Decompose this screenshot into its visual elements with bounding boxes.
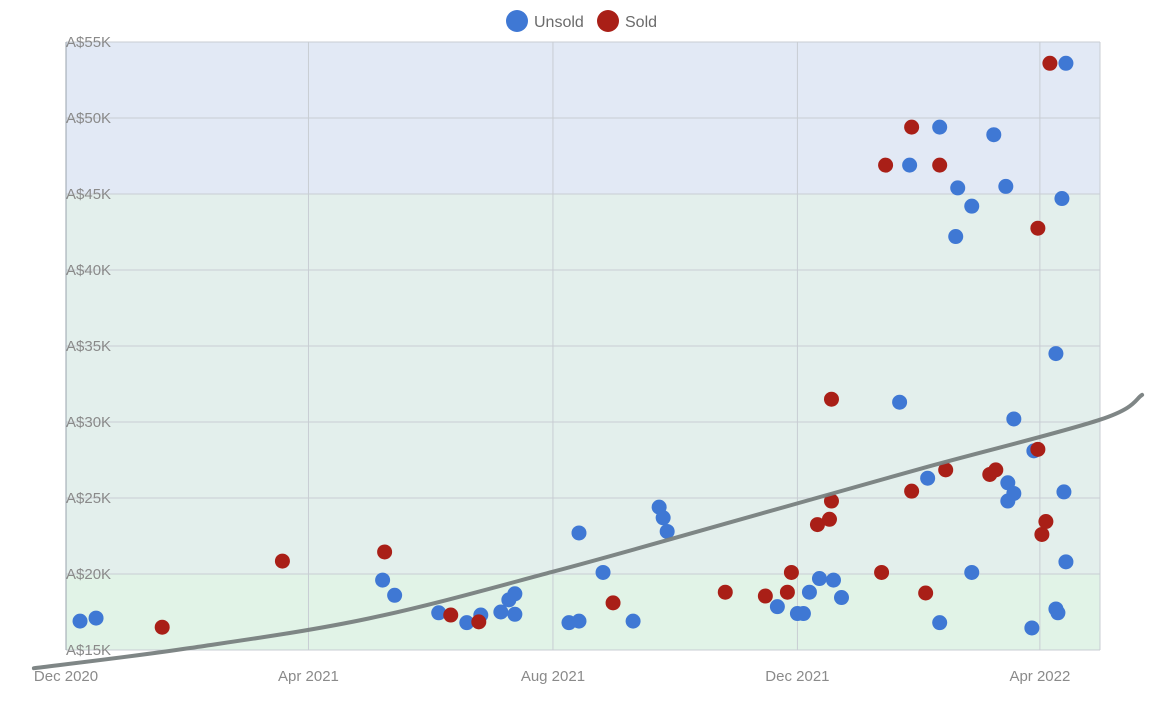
unsold-point bbox=[795, 606, 811, 622]
unsold-point bbox=[571, 525, 587, 541]
unsold-point bbox=[72, 613, 88, 629]
sold-point bbox=[938, 462, 954, 478]
y-tick-label: A$45K bbox=[66, 186, 111, 203]
gridlines bbox=[65, 41, 1101, 651]
background-band-1 bbox=[66, 194, 1100, 574]
background-band-0 bbox=[66, 574, 1100, 650]
sold-point bbox=[988, 462, 1004, 478]
unsold-point bbox=[1058, 55, 1074, 71]
sold-point bbox=[757, 588, 773, 604]
unsold-point bbox=[1048, 346, 1064, 362]
sold-point bbox=[274, 553, 290, 569]
unsold-point bbox=[948, 229, 964, 245]
data-points bbox=[72, 55, 1074, 636]
unsold-point bbox=[1006, 411, 1022, 427]
y-tick-label: A$30K bbox=[66, 414, 111, 431]
unsold-point bbox=[459, 615, 475, 631]
legend-sold-label: Sold bbox=[625, 14, 657, 31]
sold-point bbox=[377, 544, 393, 560]
unsold-point bbox=[387, 587, 403, 603]
sold-point bbox=[783, 564, 799, 580]
unsold-point bbox=[986, 127, 1002, 143]
unsold-point bbox=[834, 590, 849, 606]
unsold-point bbox=[431, 605, 447, 621]
sold-point bbox=[443, 607, 459, 623]
unsold-point bbox=[1006, 485, 1022, 501]
unsold-point bbox=[811, 571, 827, 587]
sold-point bbox=[932, 157, 948, 173]
x-axis-tick-labels: Dec 2020 Apr 2021 Aug 2021 Dec 2021 Apr 2022 bbox=[34, 668, 1070, 685]
legend-unsold-marker bbox=[506, 10, 528, 32]
trendline bbox=[31, 392, 1145, 671]
unsold-point bbox=[892, 394, 908, 410]
x-tick-label: Dec 2021 bbox=[765, 668, 829, 685]
sold-point bbox=[918, 585, 934, 601]
sold-point bbox=[809, 517, 825, 533]
sold-point bbox=[779, 584, 795, 600]
unsold-point bbox=[964, 564, 980, 580]
sold-point bbox=[605, 595, 621, 611]
sold-point bbox=[471, 614, 487, 630]
sold-point bbox=[1038, 514, 1054, 530]
x-tick-label: Dec 2020 bbox=[34, 668, 98, 685]
sold-point bbox=[717, 584, 733, 600]
sold-point bbox=[904, 119, 920, 135]
unsold-point bbox=[825, 572, 841, 588]
legend-unsold-label: Unsold bbox=[534, 14, 584, 31]
unsold-point bbox=[507, 606, 523, 622]
unsold-point bbox=[493, 604, 509, 620]
unsold-point bbox=[1054, 191, 1070, 207]
x-tick-label: Aug 2021 bbox=[521, 668, 585, 685]
unsold-point bbox=[625, 613, 641, 629]
x-tick-label: Apr 2022 bbox=[1009, 668, 1070, 685]
unsold-point bbox=[769, 599, 785, 615]
unsold-point bbox=[595, 564, 611, 580]
y-tick-label: A$55K bbox=[66, 34, 111, 51]
unsold-point bbox=[964, 198, 980, 214]
sold-point bbox=[1042, 55, 1058, 71]
unsold-point bbox=[998, 178, 1014, 194]
unsold-point bbox=[932, 615, 948, 631]
sold-point bbox=[904, 483, 920, 499]
unsold-point bbox=[932, 119, 948, 135]
sold-point bbox=[874, 564, 890, 580]
legend-sold-marker bbox=[597, 10, 619, 32]
unsold-point bbox=[507, 586, 523, 602]
sold-point bbox=[878, 157, 894, 173]
legend: Unsold Sold bbox=[506, 10, 657, 32]
x-tick-label: Apr 2021 bbox=[278, 668, 339, 685]
unsold-point bbox=[1024, 620, 1040, 636]
y-axis-tick-labels: A$15K A$20K A$25K A$30K A$35K A$40K A$45K A$50K… bbox=[66, 34, 111, 659]
y-tick-label: A$15K bbox=[66, 642, 111, 659]
unsold-point bbox=[920, 470, 936, 486]
y-tick-label: A$25K bbox=[66, 490, 111, 507]
sold-point bbox=[821, 511, 837, 527]
unsold-point bbox=[1056, 484, 1072, 500]
sold-point bbox=[823, 391, 839, 407]
y-tick-label: A$50K bbox=[66, 110, 111, 127]
y-tick-label: A$40K bbox=[66, 262, 111, 279]
unsold-point bbox=[655, 510, 671, 526]
sold-point bbox=[154, 619, 170, 635]
unsold-point bbox=[902, 157, 918, 173]
sold-point bbox=[1034, 526, 1050, 542]
unsold-point bbox=[88, 610, 104, 626]
unsold-point bbox=[1050, 605, 1066, 621]
unsold-point bbox=[375, 572, 391, 588]
unsold-point bbox=[659, 523, 675, 539]
y-tick-label: A$20K bbox=[66, 566, 111, 583]
sold-point bbox=[1030, 220, 1046, 236]
y-tick-label: A$35K bbox=[66, 338, 111, 355]
unsold-point bbox=[571, 613, 587, 629]
sold-point bbox=[823, 493, 839, 509]
unsold-point bbox=[801, 584, 817, 600]
unsold-point bbox=[1058, 554, 1074, 570]
sold-point bbox=[1030, 441, 1046, 457]
unsold-point bbox=[950, 180, 966, 196]
